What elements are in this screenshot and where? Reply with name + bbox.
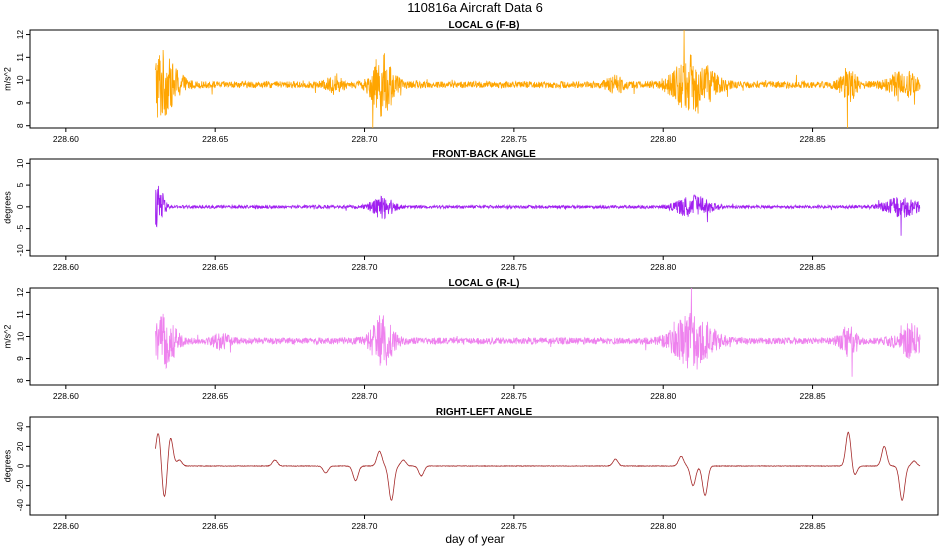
y-axis-label: degrees bbox=[2, 191, 12, 224]
x-tick-label: 228.85 bbox=[800, 262, 826, 272]
x-tick-label: 228.75 bbox=[501, 134, 527, 144]
x-tick-label: 228.70 bbox=[352, 391, 378, 401]
panel-title: LOCAL G (F-B) bbox=[449, 20, 520, 31]
y-tick-label: 11 bbox=[15, 53, 25, 62]
y-axis-label: m/s^2 bbox=[2, 67, 12, 91]
x-tick-label: 228.80 bbox=[650, 134, 676, 144]
y-tick-label: 20 bbox=[15, 441, 25, 451]
y-tick-label: 12 bbox=[15, 30, 25, 40]
x-tick-label: 228.75 bbox=[501, 391, 527, 401]
figure-title: 110816a Aircraft Data 6 bbox=[407, 0, 543, 15]
x-tick-label: 228.70 bbox=[352, 521, 378, 531]
x-tick-label: 228.65 bbox=[202, 134, 228, 144]
plot-frame bbox=[29, 287, 939, 386]
x-tick-label: 228.70 bbox=[352, 262, 378, 272]
panel-title: FRONT-BACK ANGLE bbox=[432, 149, 536, 160]
y-tick-label: 8 bbox=[15, 123, 25, 128]
x-tick-label: 228.85 bbox=[800, 391, 826, 401]
plot-frame bbox=[29, 29, 939, 129]
x-tick-label: 228.65 bbox=[202, 521, 228, 531]
y-tick-label: 11 bbox=[15, 310, 25, 319]
panel-title: RIGHT-LEFT ANGLE bbox=[436, 407, 533, 418]
series-line bbox=[155, 185, 921, 236]
panel-3: LOCAL G (R-L) 228.60 228.65 228.70 228.75 228… bbox=[2, 278, 939, 401]
x-tick-label: 228.60 bbox=[53, 521, 79, 531]
x-tick-label: 228.60 bbox=[53, 134, 79, 144]
x-tick-label: 228.60 bbox=[53, 262, 79, 272]
panel-2: FRONT-BACK ANGLE 228.60 228.65 228.70 228.75… bbox=[2, 149, 939, 272]
y-tick-label: -10 bbox=[15, 244, 25, 257]
x-tick-label: 228.65 bbox=[202, 391, 228, 401]
y-tick-label: -20 bbox=[15, 479, 25, 492]
series-line bbox=[155, 431, 921, 501]
y-tick-label: 12 bbox=[15, 287, 25, 297]
y-tick-label: -5 bbox=[15, 225, 25, 233]
x-tick-label: 228.75 bbox=[501, 521, 527, 531]
x-tick-label: 228.70 bbox=[352, 134, 378, 144]
panel-4: RIGHT-LEFT ANGLE 228.60 228.65 228.70 228.75… bbox=[2, 407, 939, 531]
x-tick-label: 228.80 bbox=[650, 262, 676, 272]
y-axis-label: degrees bbox=[2, 449, 12, 482]
series-line bbox=[155, 29, 921, 129]
y-tick-label: 10 bbox=[15, 75, 25, 85]
y-tick-label: -40 bbox=[15, 499, 25, 512]
plot-frame bbox=[29, 158, 939, 257]
y-tick-label: 10 bbox=[15, 332, 25, 342]
x-axis-label: day of year bbox=[445, 532, 504, 546]
x-tick-label: 228.85 bbox=[800, 521, 826, 531]
x-tick-label: 228.75 bbox=[501, 262, 527, 272]
y-tick-label: 0 bbox=[15, 463, 25, 468]
chart-panels: LOCAL G (F-B) 228.60 228.65 228.70 228.75 228… bbox=[2, 20, 939, 531]
x-tick-label: 228.80 bbox=[650, 391, 676, 401]
y-tick-label: 40 bbox=[15, 422, 25, 432]
y-tick-label: 5 bbox=[15, 182, 25, 187]
y-tick-label: 0 bbox=[15, 204, 25, 209]
x-tick-label: 228.65 bbox=[202, 262, 228, 272]
y-tick-label: 9 bbox=[15, 356, 25, 361]
series-line bbox=[155, 287, 921, 377]
y-tick-label: 9 bbox=[15, 100, 25, 105]
y-tick-label: 10 bbox=[15, 158, 25, 168]
x-tick-label: 228.85 bbox=[800, 134, 826, 144]
panel-title: LOCAL G (R-L) bbox=[449, 278, 520, 289]
y-axis-label: m/s^2 bbox=[2, 325, 12, 349]
panel-1: LOCAL G (F-B) 228.60 228.65 228.70 228.75 228… bbox=[2, 20, 939, 144]
x-tick-label: 228.60 bbox=[53, 391, 79, 401]
y-tick-label: 8 bbox=[15, 378, 25, 383]
x-tick-label: 228.80 bbox=[650, 521, 676, 531]
